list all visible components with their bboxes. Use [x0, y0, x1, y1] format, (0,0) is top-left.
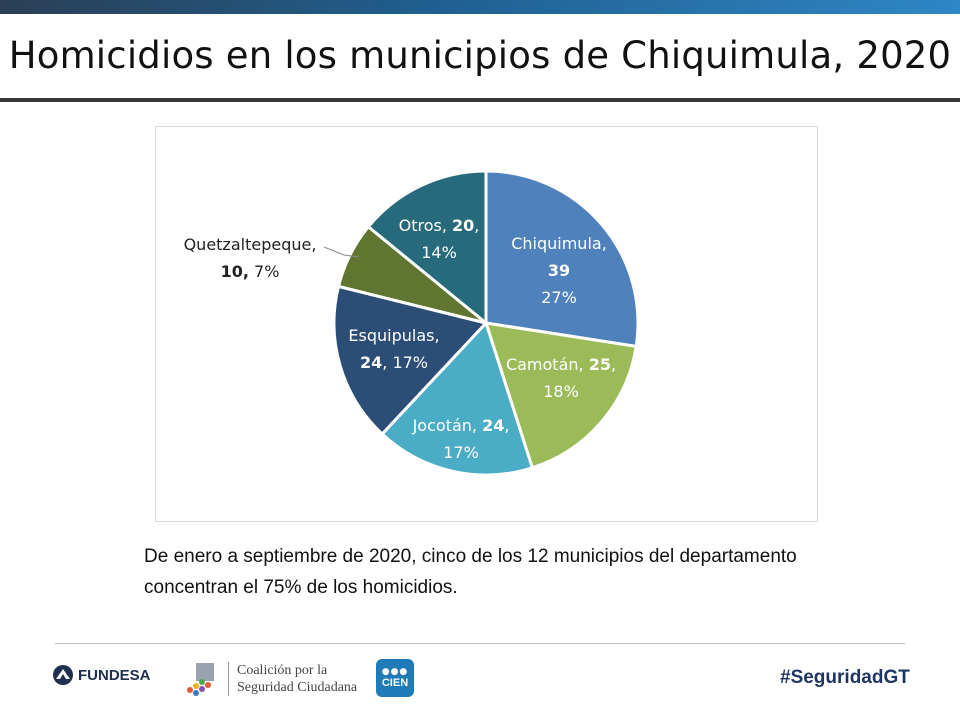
cien-logo-text: CIEN: [381, 677, 409, 689]
pie-label-jocot-n: Jocotán, 24, 17%: [412, 416, 510, 462]
slide-title: Homicidios en los municipios de Chiquimu…: [8, 34, 952, 77]
fundesa-mark-icon: [53, 665, 73, 685]
pie-label-chiquimula: Chiquimula, 39 27%: [511, 234, 607, 307]
coalicion-mark-icon: [187, 663, 214, 696]
pie-label-esquipulas: Esquipulas, 24, 17%: [348, 326, 439, 372]
pie-chart: Chiquimula, 39 27% Camotán, 25, 18% Jocotán, …: [184, 169, 640, 477]
hashtag-label: #SeguridadGT: [780, 667, 910, 688]
pie-slice-chiquimula: [484, 169, 640, 349]
label-leader-line: [323, 246, 360, 258]
pie-label-camot-n: Camotán, 25, 18%: [506, 355, 616, 401]
top-accent-bar: [0, 0, 960, 14]
cien-logo: ●●● CIEN: [376, 659, 414, 697]
fundesa-logo: FUNDESA: [52, 664, 151, 686]
coalicion-logo-text: Coalición por la Seguridad Ciudadana: [228, 662, 357, 696]
fundesa-logo-text: FUNDESA: [78, 666, 151, 684]
pie-chart-frame: Chiquimula, 39 27% Camotán, 25, 18% Jocotán, …: [155, 126, 818, 522]
pie-slice-otros: [366, 169, 488, 327]
cien-dots-icon: ●●●: [381, 667, 409, 677]
pie-slice-camot-n: [483, 321, 638, 470]
pie-label-otros: Otros, 20, 14%: [399, 216, 480, 262]
pie-label-quetzaltepeque: Quetzaltepeque, 10, 7%: [184, 235, 317, 281]
coalicion-logo: Coalición por la Seguridad Ciudadana: [182, 660, 357, 698]
pie-slice-esquipulas: [332, 284, 489, 437]
footer-divider: [55, 643, 905, 644]
chart-caption: De enero a septiembre de 2020, cinco de …: [144, 546, 797, 598]
pie-slice-jocot-n: [380, 320, 535, 477]
title-divider: [0, 98, 960, 102]
